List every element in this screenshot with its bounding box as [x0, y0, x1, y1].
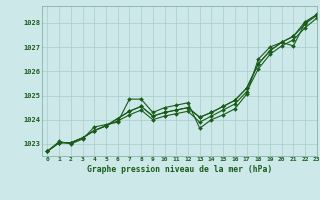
X-axis label: Graphe pression niveau de la mer (hPa): Graphe pression niveau de la mer (hPa): [87, 165, 272, 174]
